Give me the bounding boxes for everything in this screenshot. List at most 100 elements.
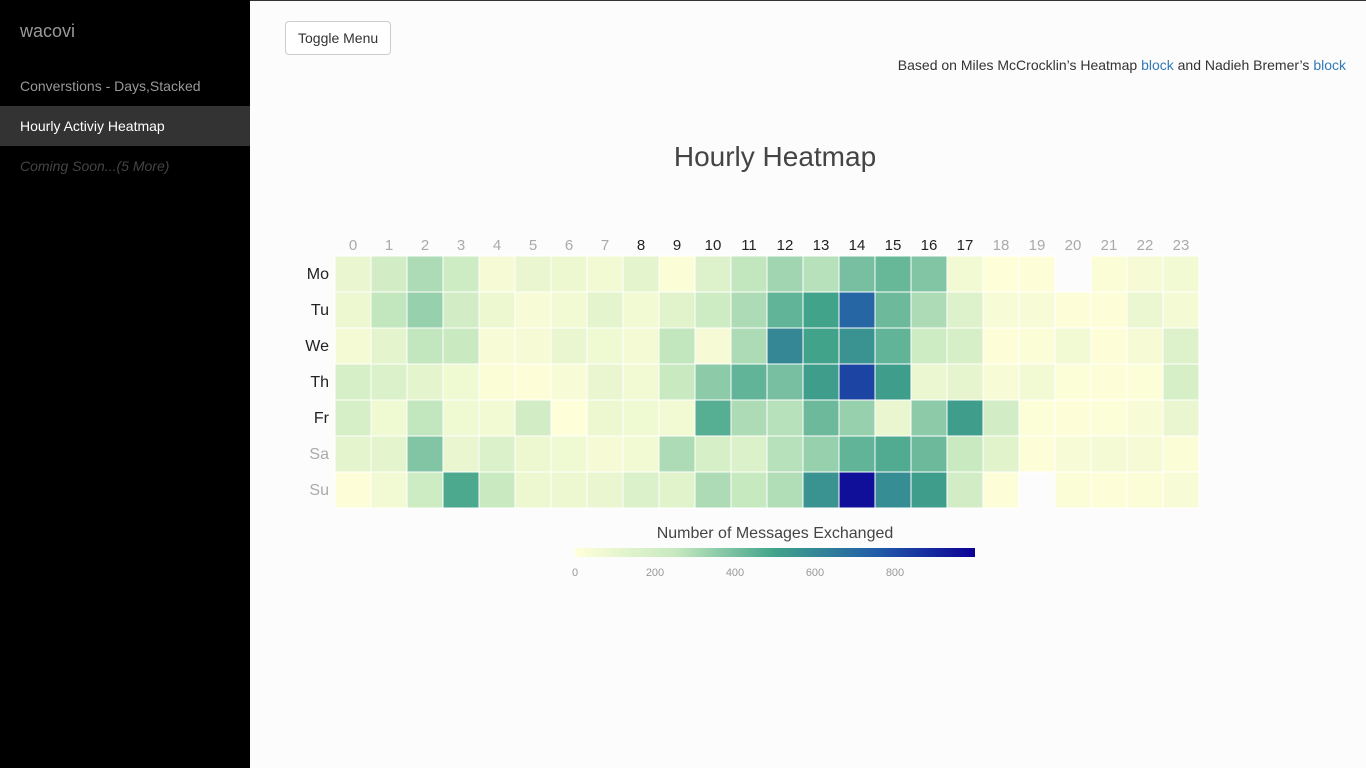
heatmap-cell-th-13 (802, 363, 840, 401)
credit-link-nadieh[interactable]: block (1313, 57, 1346, 73)
legend-tick-200: 200 (646, 567, 664, 579)
hour-label-22: 22 (1137, 237, 1154, 254)
nav-item-hourly-heatmap[interactable]: Hourly Activiy Heatmap (0, 106, 250, 146)
heatmap-cell-mo-17 (946, 255, 984, 293)
legend-tick-800: 800 (886, 567, 904, 579)
heatmap-chart: Hourly Heatmap 0 1 2 3 4 5 6 7 8 9 10 11 12 13 14 15 16 1… (305, 141, 1200, 579)
heatmap-cell-mo-6 (550, 255, 588, 293)
heatmap-cell-fr-0 (334, 399, 372, 437)
credit-link-miles[interactable]: block (1141, 57, 1174, 73)
heatmap-cell-sa-23 (1162, 435, 1200, 473)
main-content: Toggle Menu Based on Miles McCrocklin’s … (250, 0, 1366, 768)
heatmap-cell-mo-15 (874, 255, 912, 293)
heatmap-cell-su-9 (658, 471, 696, 509)
heatmap-cell-su-5 (514, 471, 552, 509)
chart-title: Hourly Heatmap (674, 141, 876, 172)
heatmap-cell-tu-7 (586, 291, 624, 329)
hour-labels: 0 1 2 3 4 5 6 7 8 9 10 11 12 13 14 15 16 17 18 19 20 21 22 23 (349, 237, 1190, 254)
heatmap-cell-fr-19 (1018, 399, 1056, 437)
heatmap-cell-fr-1 (370, 399, 408, 437)
heatmap-cell-tu-9 (658, 291, 696, 329)
hour-label-5: 5 (529, 237, 537, 254)
heatmap-cell-we-14 (838, 327, 876, 365)
credit-middle: and Nadieh Bremer’s (1173, 57, 1314, 73)
heatmap-cell-mo-21 (1090, 255, 1128, 293)
heatmap-cell-fr-13 (802, 399, 840, 437)
heatmap-cell-mo-4 (478, 255, 516, 293)
legend-gradient-bar (575, 548, 975, 557)
heatmap-cell-th-5 (514, 363, 552, 401)
heatmap-cell-fr-16 (910, 399, 948, 437)
hour-label-4: 4 (493, 237, 501, 254)
heatmap-cell-su-14 (838, 471, 876, 509)
heatmap-cell-th-19 (1018, 363, 1056, 401)
heatmap-cell-tu-4 (478, 291, 516, 329)
toggle-menu-button[interactable]: Toggle Menu (285, 21, 392, 55)
credit-line: Based on Miles McCrocklin’s Heatmap bloc… (898, 57, 1346, 73)
heatmap-cell-sa-21 (1090, 435, 1128, 473)
hour-label-3: 3 (457, 237, 465, 254)
heatmap-cell-sa-19 (1018, 435, 1056, 473)
heatmap-cell-we-16 (910, 327, 948, 365)
heatmap-cell-su-3 (442, 471, 480, 509)
heatmap-cell-mo-3 (442, 255, 480, 293)
heatmap-cell-sa-12 (766, 435, 804, 473)
heatmap-cell-th-14 (838, 363, 876, 401)
heatmap-cell-fr-17 (946, 399, 984, 437)
heatmap-cell-th-1 (370, 363, 408, 401)
heatmap-cell-we-23 (1162, 327, 1200, 365)
heatmap-cell-fr-5 (514, 399, 552, 437)
heatmap-cell-mo-2 (406, 255, 444, 293)
heatmap-cell-fr-23 (1162, 399, 1200, 437)
heatmap-cell-th-4 (478, 363, 516, 401)
heatmap-cell-mo-0 (334, 255, 372, 293)
heatmap-cell-tu-14 (838, 291, 876, 329)
hour-label-10: 10 (705, 237, 722, 254)
brand-title[interactable]: wacovi (20, 21, 76, 41)
hour-label-13: 13 (813, 237, 830, 254)
heatmap-cell-mo-11 (730, 255, 768, 293)
heatmap-cell-fr-14 (838, 399, 876, 437)
heatmap-cell-su-22 (1126, 471, 1164, 509)
hour-label-8: 8 (637, 237, 645, 254)
legend-ticks: 0 200 400 600 800 (572, 567, 904, 579)
heatmap-cell-sa-10 (694, 435, 732, 473)
heatmap-cell-su-0 (334, 471, 372, 509)
nav-item-conversations[interactable]: Converstions - Days,Stacked (20, 78, 201, 94)
heatmap-cell-su-2 (406, 471, 444, 509)
heatmap-cell-su-4 (478, 471, 516, 509)
nav-item-coming-soon: Coming Soon...(5 More) (20, 158, 170, 174)
heatmap-cell-tu-13 (802, 291, 840, 329)
heatmap-cell-we-4 (478, 327, 516, 365)
heatmap-cell-th-6 (550, 363, 588, 401)
heatmap-cell-fr-10 (694, 399, 732, 437)
heatmap-cell-mo-7 (586, 255, 624, 293)
heatmap-cell-sa-16 (910, 435, 948, 473)
heatmap-cell-th-9 (658, 363, 696, 401)
hour-label-20: 20 (1065, 237, 1082, 254)
hour-label-18: 18 (993, 237, 1010, 254)
heatmap-cell-we-7 (586, 327, 624, 365)
heatmap-cell-sa-2 (406, 435, 444, 473)
hour-label-17: 17 (957, 237, 974, 254)
heatmap-cell-tu-1 (370, 291, 408, 329)
heatmap-cell-tu-8 (622, 291, 660, 329)
heatmap-cell-fr-4 (478, 399, 516, 437)
heatmap-cell-tu-17 (946, 291, 984, 329)
heatmap-cell-we-22 (1126, 327, 1164, 365)
sidebar: wacovi Converstions - Days,Stacked Hourl… (0, 0, 250, 768)
hour-label-9: 9 (673, 237, 681, 254)
heatmap-cell-tu-12 (766, 291, 804, 329)
heatmap-cell-mo-8 (622, 255, 660, 293)
heatmap-cell-sa-14 (838, 435, 876, 473)
heatmap-cell-su-16 (910, 471, 948, 509)
heatmap-cell-su-13 (802, 471, 840, 509)
heatmap-cell-sa-18 (982, 435, 1020, 473)
heatmap-cell-th-22 (1126, 363, 1164, 401)
heatmap-cell-su-18 (982, 471, 1020, 509)
heatmap-cell-su-6 (550, 471, 588, 509)
heatmap-cell-tu-3 (442, 291, 480, 329)
heatmap-cell-su-11 (730, 471, 768, 509)
hour-label-16: 16 (921, 237, 938, 254)
heatmap-cell-we-18 (982, 327, 1020, 365)
